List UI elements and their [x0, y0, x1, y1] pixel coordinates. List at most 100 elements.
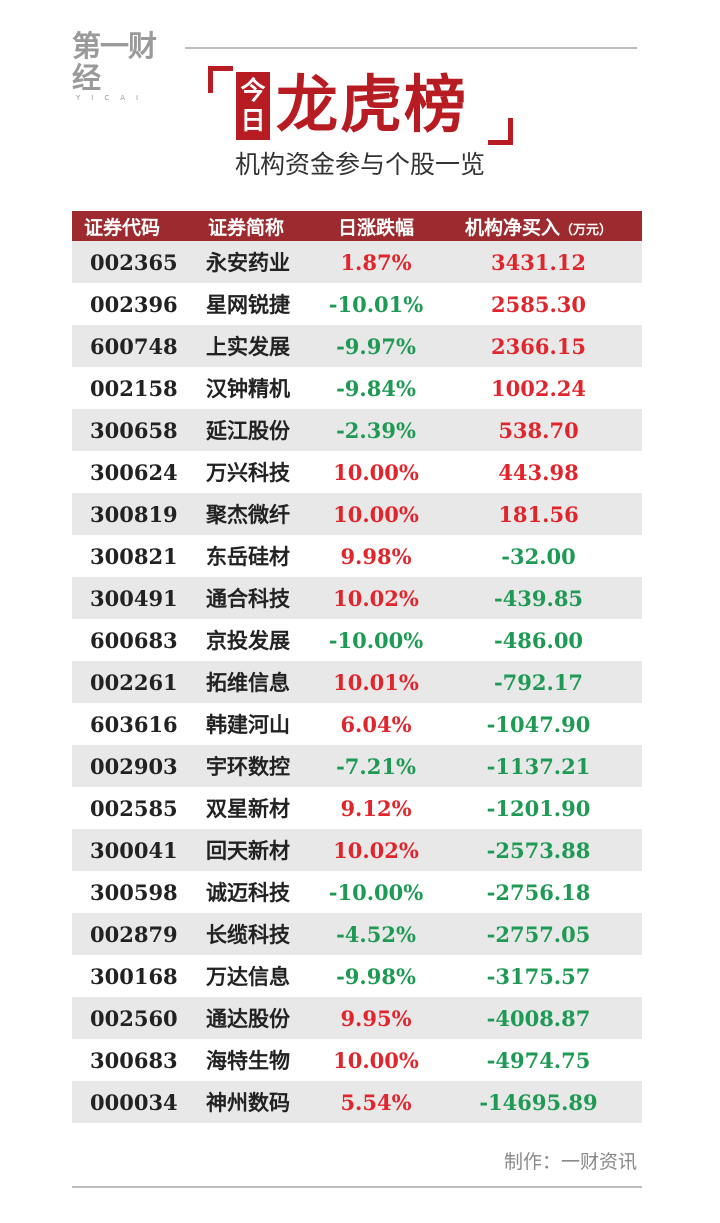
table-row: 002903 宇环数控 -7.21% -1137.21: [72, 745, 642, 787]
table-row: 002158 汉钟精机 -9.84% 1002.24: [72, 367, 642, 409]
cell-net-buy: -1201.90: [435, 787, 642, 829]
table-header-row: 证券代码 证券简称 日涨跌幅 机构净买入（万元）: [72, 211, 642, 241]
header-code: 证券代码: [72, 211, 200, 241]
cell-net-buy: 538.70: [435, 409, 642, 451]
table-body: 002365 永安药业 1.87% 3431.12 002396 星网锐捷 -10.01% 2…: [72, 241, 642, 1123]
cell-code: 300491: [72, 577, 200, 619]
cell-name: 星网锐捷: [200, 283, 317, 325]
cell-net-buy: -4008.87: [435, 997, 642, 1039]
table-row: 002560 通达股份 9.95% -4008.87: [72, 997, 642, 1039]
cell-name: 东岳硅材: [200, 535, 317, 577]
cell-code: 300624: [72, 451, 200, 493]
cell-code: 300598: [72, 871, 200, 913]
cell-net-buy: 2585.30: [435, 283, 642, 325]
cell-code: 002261: [72, 661, 200, 703]
cell-net-buy: -486.00: [435, 619, 642, 661]
cell-net-buy: -32.00: [435, 535, 642, 577]
title-block: 今 日 龙虎榜: [0, 62, 720, 147]
cell-change: 1.87%: [317, 241, 435, 283]
today-badge-char-1: 今: [240, 76, 266, 105]
cell-change: -7.21%: [317, 745, 435, 787]
header-name: 证券简称: [200, 211, 317, 241]
table-row: 002585 双星新材 9.12% -1201.90: [72, 787, 642, 829]
cell-net-buy: -4974.75: [435, 1039, 642, 1081]
table-row: 603616 韩建河山 6.04% -1047.90: [72, 703, 642, 745]
table-row: 000034 神州数码 5.54% -14695.89: [72, 1081, 642, 1123]
cell-code: 002560: [72, 997, 200, 1039]
cell-change: 9.12%: [317, 787, 435, 829]
cell-code: 002396: [72, 283, 200, 325]
cell-code: 002158: [72, 367, 200, 409]
cell-code: 300658: [72, 409, 200, 451]
table-row: 002261 拓维信息 10.01% -792.17: [72, 661, 642, 703]
header-net-buy: 机构净买入（万元）: [435, 211, 642, 241]
cell-change: -4.52%: [317, 913, 435, 955]
cell-name: 京投发展: [200, 619, 317, 661]
cell-net-buy: -439.85: [435, 577, 642, 619]
cell-name: 延江股份: [200, 409, 317, 451]
cell-code: 300819: [72, 493, 200, 535]
cell-change: -9.98%: [317, 955, 435, 997]
cell-code: 600683: [72, 619, 200, 661]
table-row: 300819 聚杰微纤 10.00% 181.56: [72, 493, 642, 535]
cell-code: 300168: [72, 955, 200, 997]
table-row: 300658 延江股份 -2.39% 538.70: [72, 409, 642, 451]
table-row: 600683 京投发展 -10.00% -486.00: [72, 619, 642, 661]
table-row: 300821 东岳硅材 9.98% -32.00: [72, 535, 642, 577]
dragon-tiger-table: 证券代码 证券简称 日涨跌幅 机构净买入（万元） 002365 永安药业 1.87%…: [72, 211, 642, 1123]
cell-change: -10.01%: [317, 283, 435, 325]
header-net-buy-unit: （万元）: [560, 222, 613, 238]
cell-code: 600748: [72, 325, 200, 367]
table-row: 300168 万达信息 -9.98% -3175.57: [72, 955, 642, 997]
table-row: 002879 长缆科技 -4.52% -2757.05: [72, 913, 642, 955]
cell-net-buy: 1002.24: [435, 367, 642, 409]
cell-change: 10.02%: [317, 577, 435, 619]
bottom-divider: [72, 1186, 642, 1188]
page-subtitle: 机构资金参与个股一览: [234, 150, 485, 179]
logo-subtext: YICAI: [76, 94, 150, 102]
cell-code: 000034: [72, 1081, 200, 1123]
cell-net-buy: 181.56: [435, 493, 642, 535]
cell-net-buy: -3175.57: [435, 955, 642, 997]
table-row: 300491 通合科技 10.02% -439.85: [72, 577, 642, 619]
cell-change: 6.04%: [317, 703, 435, 745]
cell-name: 双星新材: [200, 787, 317, 829]
today-badge: 今 日: [236, 72, 270, 140]
credit-text: 制作：一财资讯: [504, 1151, 638, 1173]
cell-name: 韩建河山: [200, 703, 317, 745]
corner-bracket-right: [488, 118, 513, 145]
cell-change: 5.54%: [317, 1081, 435, 1123]
cell-code: 300683: [72, 1039, 200, 1081]
cell-change: -2.39%: [317, 409, 435, 451]
cell-code: 300821: [72, 535, 200, 577]
cell-code: 002585: [72, 787, 200, 829]
cell-name: 万兴科技: [200, 451, 317, 493]
cell-name: 长缆科技: [200, 913, 317, 955]
cell-change: -10.00%: [317, 871, 435, 913]
cell-code: 002903: [72, 745, 200, 787]
cell-change: 10.00%: [317, 451, 435, 493]
cell-change: 10.02%: [317, 829, 435, 871]
cell-name: 拓维信息: [200, 661, 317, 703]
cell-name: 汉钟精机: [200, 367, 317, 409]
cell-code: 603616: [72, 703, 200, 745]
cell-code: 002365: [72, 241, 200, 283]
cell-name: 万达信息: [200, 955, 317, 997]
cell-change: -10.00%: [317, 619, 435, 661]
cell-code: 300041: [72, 829, 200, 871]
cell-change: 10.00%: [317, 1039, 435, 1081]
cell-net-buy: -1137.21: [435, 745, 642, 787]
cell-net-buy: 2366.15: [435, 325, 642, 367]
cell-change: 10.00%: [317, 493, 435, 535]
cell-code: 002879: [72, 913, 200, 955]
cell-name: 宇环数控: [200, 745, 317, 787]
cell-net-buy: -2756.18: [435, 871, 642, 913]
cell-net-buy: -2573.88: [435, 829, 642, 871]
today-badge-char-2: 日: [240, 106, 266, 135]
cell-name: 神州数码: [200, 1081, 317, 1123]
table-row: 002396 星网锐捷 -10.01% 2585.30: [72, 283, 642, 325]
cell-name: 通达股份: [200, 997, 317, 1039]
corner-bracket-left: [208, 66, 233, 93]
table-row: 002365 永安药业 1.87% 3431.12: [72, 241, 642, 283]
table-row: 300683 海特生物 10.00% -4974.75: [72, 1039, 642, 1081]
